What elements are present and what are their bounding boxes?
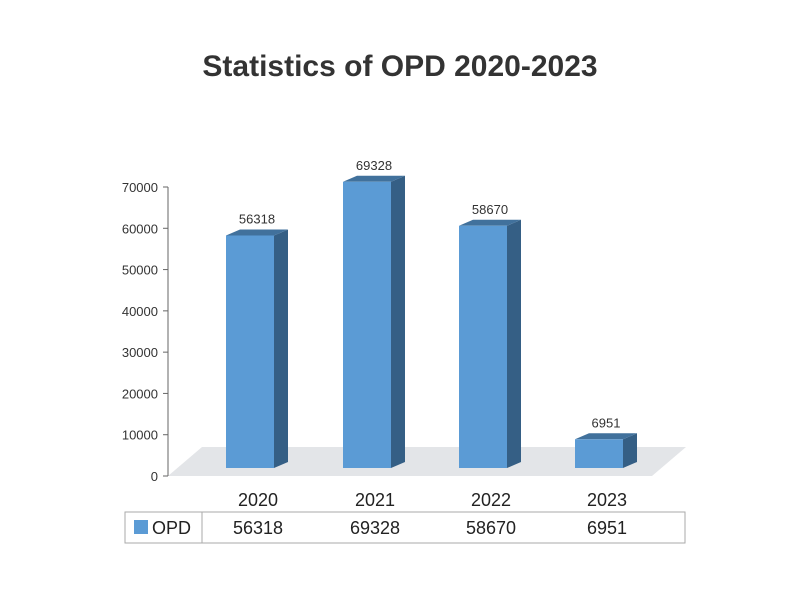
bar bbox=[575, 439, 623, 468]
bar-side bbox=[623, 433, 637, 468]
bar bbox=[343, 181, 391, 468]
data-label: 6951 bbox=[592, 415, 621, 430]
bar-side bbox=[507, 219, 521, 468]
bar bbox=[459, 225, 507, 468]
y-tick-label: 50000 bbox=[122, 263, 158, 278]
y-tick-label: 10000 bbox=[122, 428, 158, 443]
data-table-cell: 69328 bbox=[350, 518, 400, 538]
chart-title: Statistics of OPD 2020-2023 bbox=[202, 50, 598, 83]
x-tick-label: 2023 bbox=[587, 490, 627, 510]
chart-floor bbox=[168, 447, 686, 476]
bar-top bbox=[459, 219, 521, 226]
x-tick-label: 2022 bbox=[471, 490, 511, 510]
bar bbox=[226, 235, 274, 468]
data-label: 58670 bbox=[472, 202, 508, 217]
bar-top bbox=[343, 175, 405, 182]
y-tick-label: 40000 bbox=[122, 304, 158, 319]
bar-side bbox=[274, 229, 288, 468]
data-table-cell: 58670 bbox=[466, 518, 516, 538]
x-tick-label: 2021 bbox=[355, 490, 395, 510]
legend-swatch bbox=[134, 520, 148, 534]
y-tick-label: 60000 bbox=[122, 221, 158, 236]
x-tick-label: 2020 bbox=[238, 490, 278, 510]
data-label: 69328 bbox=[356, 158, 392, 173]
data-table bbox=[124, 511, 686, 544]
y-tick-label: 20000 bbox=[122, 386, 158, 401]
y-tick-label: 0 bbox=[151, 469, 158, 484]
data-table-cell: 6951 bbox=[587, 518, 627, 538]
y-tick-label: 70000 bbox=[122, 180, 158, 195]
bar-top bbox=[575, 433, 637, 440]
bar-side bbox=[391, 175, 405, 468]
data-table-cell: 56318 bbox=[233, 518, 283, 538]
y-tick-label: 30000 bbox=[122, 345, 158, 360]
bar-top bbox=[226, 229, 288, 236]
legend-label: OPD bbox=[152, 518, 191, 538]
data-label: 56318 bbox=[239, 211, 275, 226]
